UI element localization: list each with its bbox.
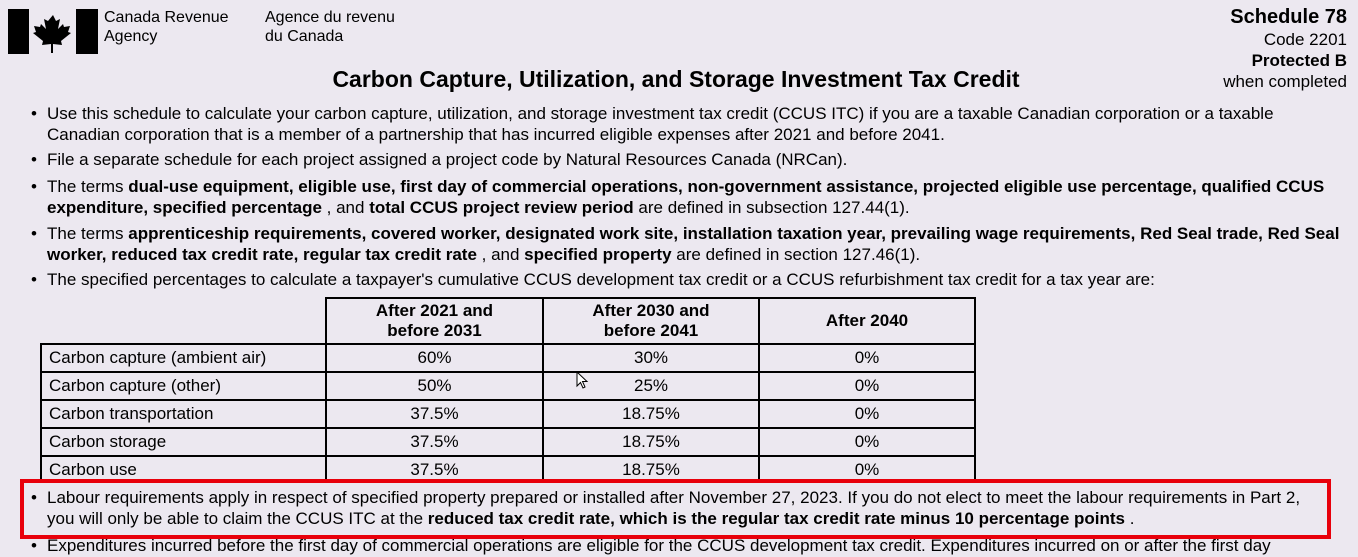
row-label: Carbon capture (other) (40, 371, 327, 401)
row-label: Carbon capture (ambient air) (40, 343, 327, 373)
agency-line: du Canada (265, 28, 344, 45)
agency-line: Agency (104, 28, 158, 45)
bold-text: specified property (524, 244, 672, 264)
text: The terms (47, 224, 129, 243)
text: Use this schedule to calculate your carb… (47, 104, 1274, 144)
column-header: After 2040 (758, 297, 976, 345)
schedule: Schedule 78 (1230, 6, 1347, 28)
bold-text: reduced tax credit rate, which is the re… (427, 508, 1126, 528)
bullet: Use this schedule to calculate your carb… (31, 104, 1349, 145)
table-cell: 25% (542, 371, 760, 401)
text: , and (476, 244, 525, 264)
bullet: The specified percentages to calculate a… (31, 270, 1349, 291)
table-cell: 60% (325, 343, 544, 373)
text: File a separate schedule for each projec… (47, 150, 848, 169)
table-cell: 37.5% (325, 427, 544, 457)
text: Labour requirements apply in respect of … (47, 488, 1301, 528)
header-line: After 2030 and (592, 301, 710, 320)
table-cell: 0% (758, 399, 976, 429)
row-label: Carbon transportation (40, 399, 327, 429)
protected: Protected B (1251, 51, 1347, 70)
cursor (576, 371, 589, 389)
column-header: After 2021 and before 2031 (325, 297, 544, 345)
bold-text: dual-use equipment, eligible use, first … (47, 177, 1325, 217)
agency-line: Canada Revenue (104, 9, 229, 26)
text: The specified percentages to calculate a… (47, 270, 1155, 289)
row-label: Carbon storage (40, 427, 327, 457)
table-cell: 50% (325, 371, 544, 401)
table-cell: 0% (758, 427, 976, 457)
header-line: before 2031 (387, 321, 482, 340)
text: are defined in section 127.46(1). (671, 244, 921, 264)
canada-flag (8, 9, 98, 54)
column-header: After 2030 and before 2041 (542, 297, 760, 345)
text: , and (321, 197, 370, 217)
header-line: After 2021 and (375, 301, 494, 320)
table-cell: 0% (758, 371, 976, 401)
bullet: The terms apprenticeship requirements, c… (31, 224, 1349, 265)
header-line: After 2040 (825, 311, 909, 330)
table-cell: 18.75% (542, 427, 760, 457)
agency-line: Agence du revenu (265, 9, 395, 26)
bullet: Expenditures incurred before the first d… (31, 536, 1349, 557)
highlight-box: Labour requirements apply in respect of … (20, 479, 1331, 539)
agency-en: Canada Revenue Agency (104, 8, 229, 46)
header-line: before 2041 (603, 321, 699, 340)
table-cell: 18.75% (542, 399, 760, 429)
table-cell: 0% (758, 343, 976, 373)
text: are defined in subsection 127.44(1). (633, 197, 910, 217)
table-cell: 30% (542, 343, 760, 373)
text: . (1125, 508, 1135, 528)
text: The terms (47, 177, 129, 196)
title: Carbon Capture, Utilization, and Storage… (332, 66, 1020, 92)
bold-text: apprenticeship requirements, covered wor… (47, 224, 1340, 264)
bullet: File a separate schedule for each projec… (31, 150, 1349, 171)
bullet: Labour requirements apply in respect of … (31, 488, 1322, 529)
when-completed: when completed (1223, 72, 1347, 91)
bold-text: total CCUS project review period (369, 197, 634, 217)
code: Code 2201 (1263, 30, 1347, 49)
agency-fr: Agence du revenu du Canada (265, 8, 395, 46)
table-cell: 37.5% (325, 399, 544, 429)
bullet: The terms dual-use equipment, eligible u… (31, 177, 1349, 218)
